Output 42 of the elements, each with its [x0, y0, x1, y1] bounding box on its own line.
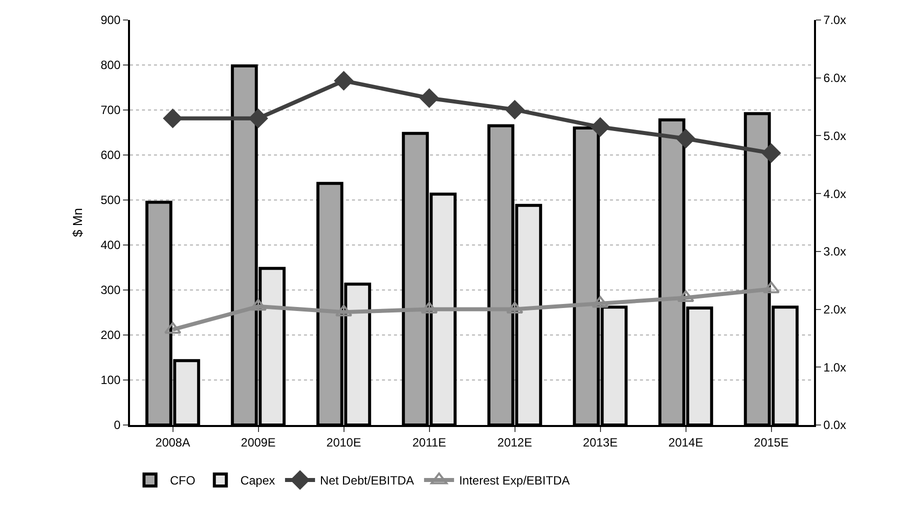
legend-label: Net Debt/EBITDA	[320, 474, 414, 488]
x-tick-label: 2010E	[326, 435, 362, 450]
y-tick-label: 500	[100, 193, 121, 208]
y2-tick-label: 3.0x	[823, 244, 846, 259]
point	[420, 302, 438, 314]
y2-tick-label: 2.0x	[823, 302, 846, 316]
y2-tick-label: 5.0x	[823, 128, 846, 143]
x-tick-label: 2015E	[754, 435, 789, 450]
point	[334, 71, 354, 90]
point	[248, 108, 268, 128]
point	[250, 298, 267, 311]
x-tick-label: 2009E	[240, 435, 276, 450]
point	[420, 88, 439, 108]
y-tick-label: 800	[100, 58, 121, 72]
x-tick-label: 2013E	[582, 435, 618, 450]
y-tick-label: 900	[100, 13, 121, 28]
y-tick-label: 200	[100, 328, 121, 342]
y-tick-label: 0	[114, 418, 121, 432]
legend-label: CFO	[170, 474, 196, 488]
point	[676, 129, 696, 148]
point	[505, 100, 524, 120]
point	[506, 302, 524, 314]
point	[163, 108, 182, 128]
y2-tick-label: 4.0x	[823, 186, 846, 201]
legend-label: Capex	[240, 474, 276, 488]
y-tick-label: 700	[100, 103, 121, 118]
y2-tick-label: 0.0x	[823, 418, 846, 432]
y2-tick-label: 1.0x	[823, 360, 846, 374]
y2-tick-label: 7.0x	[823, 13, 846, 28]
x-tick-label: 2011E	[412, 435, 446, 450]
x-tick-label: 2014E	[668, 435, 704, 450]
point	[590, 118, 610, 136]
y-tick-label: 100	[100, 373, 121, 388]
legend-label: Interest Exp/EBITDA	[459, 474, 570, 488]
y-axis-title: $ Mn	[70, 208, 86, 237]
y-tick-label: 400	[100, 238, 121, 252]
y-tick-label: 600	[100, 148, 121, 162]
y-tick-label: 300	[100, 283, 121, 298]
y2-tick-label: 6.0x	[823, 71, 846, 86]
point	[762, 144, 781, 163]
x-tick-label: 2012E	[497, 435, 532, 450]
x-tick-label: 2008A	[155, 435, 190, 450]
